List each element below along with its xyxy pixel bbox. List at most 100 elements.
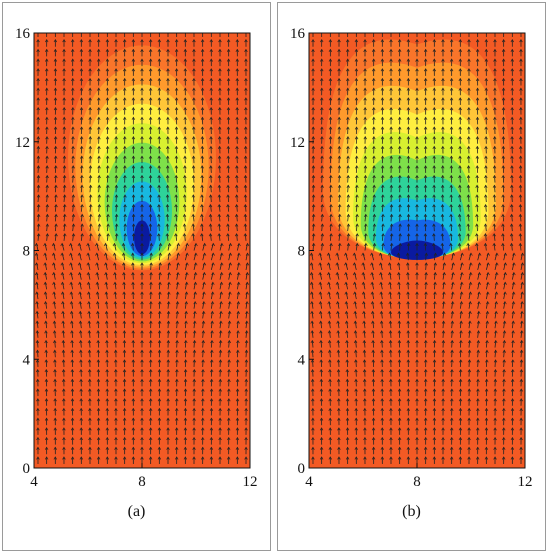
arrow-head: [423, 58, 428, 62]
arrow-head: [354, 126, 359, 130]
arrow-head: [218, 417, 222, 421]
arrow-head: [185, 252, 189, 256]
arrow-head: [131, 87, 136, 91]
arrow-head: [441, 310, 446, 315]
arrow-head: [103, 252, 108, 256]
arrow-head: [475, 194, 479, 198]
arrow-head: [469, 262, 473, 266]
arrow-head: [380, 126, 385, 130]
arrow-head: [71, 184, 76, 188]
arrow-head: [493, 368, 498, 373]
arrow-head: [371, 427, 376, 431]
arrow-head: [157, 155, 161, 159]
arrow-head: [372, 97, 376, 101]
arrow-head: [78, 330, 83, 334]
arrow-head: [131, 136, 136, 140]
arrow-head: [486, 291, 490, 295]
arrow-head: [174, 184, 178, 188]
arrow-head: [53, 446, 57, 450]
arrow-head: [243, 145, 248, 150]
arrow-head: [166, 310, 171, 315]
arrow-head: [397, 427, 402, 431]
vector-arrow: [70, 282, 74, 290]
arrow-head: [337, 456, 341, 460]
vector-arrow: [54, 330, 56, 338]
arrow-head: [352, 262, 357, 266]
vector-arrow: [105, 262, 108, 270]
arrow-head: [406, 126, 411, 130]
arrow-head: [244, 398, 248, 402]
arrow-head: [36, 203, 41, 208]
arrow-head: [440, 223, 445, 227]
arrow-head: [174, 136, 179, 140]
vector-arrow: [193, 291, 196, 300]
vector-arrow: [511, 291, 515, 300]
arrow-head: [310, 301, 314, 305]
arrow-head: [219, 291, 224, 295]
arrow-head: [423, 106, 428, 111]
arrow-head: [200, 39, 205, 43]
arrow-head: [389, 58, 393, 62]
vector-arrow: [115, 214, 118, 222]
arrow-head: [149, 271, 153, 276]
arrow-head: [460, 252, 464, 256]
arrow-head: [45, 116, 49, 120]
arrow-head: [371, 398, 376, 402]
vector-arrow: [451, 282, 454, 290]
vector-arrow: [380, 291, 383, 300]
arrow-head: [396, 252, 401, 256]
arrow-head: [380, 368, 384, 373]
arrow-head: [520, 30, 523, 32]
arrow-head: [371, 368, 376, 373]
arrow-head: [353, 301, 357, 305]
arrow-head: [415, 87, 419, 91]
arrow-head: [149, 388, 153, 392]
vector-arrow: [399, 243, 401, 251]
vector-arrow: [347, 233, 349, 241]
arrow-head: [245, 281, 249, 285]
arrow-head: [96, 446, 101, 450]
arrow-head: [219, 301, 223, 305]
arrow-head: [415, 252, 419, 256]
arrow-head: [457, 223, 462, 227]
arrow-head: [183, 378, 188, 382]
x-tick-label: 4: [30, 474, 38, 490]
vector-arrow: [442, 214, 444, 222]
arrow-head: [432, 174, 436, 179]
vector-arrow: [184, 291, 187, 300]
arrow-head: [510, 106, 514, 111]
arrow-head: [60, 281, 65, 285]
vector-arrow: [355, 330, 357, 338]
arrow-head: [209, 436, 214, 441]
vector-arrow: [398, 282, 401, 290]
arrow-head: [519, 339, 524, 344]
vector-arrow: [467, 233, 470, 241]
vector-arrow: [337, 330, 340, 338]
vector-arrow: [485, 350, 488, 358]
arrow-head: [520, 301, 524, 305]
arrow-head: [518, 165, 523, 169]
arrow-head: [502, 436, 506, 441]
vector-arrow: [89, 233, 92, 241]
arrow-head: [114, 165, 119, 169]
vector-arrow: [373, 224, 375, 232]
arrow-head: [140, 271, 144, 276]
vector-arrow: [202, 301, 205, 309]
arrow-head: [140, 116, 144, 120]
arrow-head: [466, 155, 471, 159]
arrow-head: [113, 262, 117, 266]
arrow-head: [484, 446, 489, 450]
arrow-head: [415, 291, 419, 295]
arrow-head: [346, 116, 350, 120]
vector-arrow: [338, 224, 341, 232]
arrow-head: [441, 58, 445, 62]
vector-arrow: [184, 272, 188, 280]
arrow-head: [398, 136, 402, 140]
vector-arrow: [433, 243, 435, 251]
vector-arrow: [245, 253, 248, 261]
arrow-head: [157, 174, 161, 179]
vector-arrow: [158, 282, 161, 290]
vector-arrow: [494, 282, 497, 290]
arrow-head: [88, 388, 92, 392]
vector-arrow: [98, 233, 100, 241]
